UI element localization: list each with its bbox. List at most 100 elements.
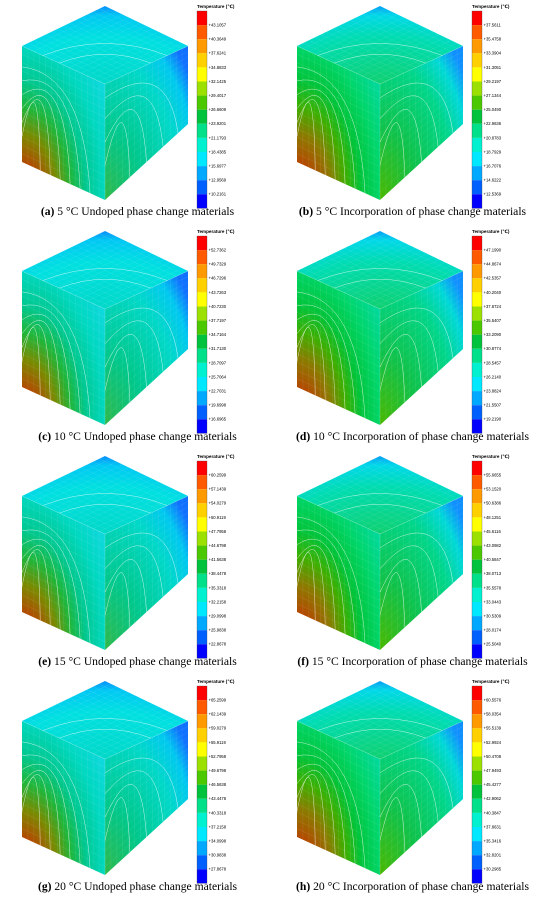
legend-tick: +50.4708 [484,754,502,759]
legend-band [472,137,482,152]
panel-caption: (b) 5 °C Incorporation of phase change m… [275,205,550,223]
legend-band [472,798,482,813]
legend-band [472,391,482,406]
legend-band [472,180,482,195]
legend-tick-labels: +60.2599 +57.1439 +54.0279 +50.9119 +47.7958… [209,473,227,647]
legend-tick: +37.5611 [484,23,502,28]
caption-letter: (a) [40,205,55,218]
cube-right-face [105,721,188,875]
temperature-cube [296,231,464,425]
contour-lines [296,43,454,194]
legend-tick: +26.2140 [484,374,502,379]
contour-lines [296,718,454,869]
cube-edges [21,45,189,200]
legend-band [197,152,207,167]
legend-color-bands [196,235,208,434]
temperature-cube [21,231,189,425]
legend-band [472,770,482,785]
caption-letter-value: f [301,655,306,668]
caption-letter: (b) [298,205,314,218]
legend-band [472,545,482,560]
legend-tick: +47.7958 [209,529,227,534]
legend-band [472,109,482,124]
legend-tick: +46.7296 [209,276,227,281]
legend-tick: +25.5040 [484,642,502,647]
cube-contour-plot: Temperature (℃) +37.5611 +35.4758 +33.3904… [296,4,510,209]
caption-letter: (e) [38,655,52,668]
legend-band [197,461,207,476]
legend-tick: +60.2599 [209,473,227,478]
legend-tick: +35.5407 [484,318,502,323]
panel-caption: (f) 15 °C Incorporation of phase change … [275,655,550,673]
caption-letter-value: g [41,880,48,893]
color-legend: Temperature (℃) +37.5611 +35.4758 +33.3904… [471,4,510,209]
legend-title: Temperature (℃) [197,679,235,684]
caption-letter-value: e [42,655,48,668]
mesh-grid [296,8,464,198]
legend-tick: +35.5578 [484,585,502,590]
legend-tick-labels: +52.7362 +49.7329 +46.7296 +43.7263 +40.7230… [209,248,227,422]
legend-band [197,602,207,617]
legend-title: Temperature (℃) [197,454,235,459]
legend-tick: +40.2040 [484,290,502,295]
legend-band [472,616,482,631]
caption-text: 5 °C Incorporation of phase change mater… [313,205,527,218]
legend-band [197,503,207,518]
cube-left-face [22,46,105,200]
legend-tick: +49.6798 [209,768,227,773]
cube-left-face [297,496,380,650]
legend-tick: +49.7329 [209,262,227,267]
legend-tick: +21.5507 [484,403,502,408]
caption-letter: (d) [296,430,311,443]
legend-tick: +42.5357 [484,276,502,281]
legend-band [472,278,482,293]
temperature-cube [21,6,189,200]
legend-tick: +37.6241 [209,51,227,56]
legend-band [197,827,207,842]
legend-tick: +43.0982 [484,543,502,548]
legend-tick: +25.0490 [484,107,502,112]
contour-lines [21,493,179,644]
legend-tick: +53.1520 [484,487,502,492]
legend-tick: +33.0443 [484,599,502,604]
legend-band [197,531,207,546]
legend-tick: +16.7076 [484,164,502,169]
legend-band [197,53,207,68]
legend-color-bands [471,685,483,884]
legend-band [472,334,482,349]
temperature-cube [21,681,189,875]
cube-top-face [297,231,463,309]
legend-band [197,264,207,279]
legend-band [472,784,482,799]
legend-tick-labels: +47.1990 +44.8674 +42.5357 +40.2040 +37.8724… [484,248,502,422]
temperature-cube [296,456,464,650]
cube-right-face [380,271,463,425]
legend-band [197,320,207,335]
legend-tick: +48.1251 [484,515,502,520]
legend-band [472,714,482,729]
cube-edges [296,495,464,650]
cube-edges [21,270,189,425]
legend-color-bands [471,10,483,209]
legend-tick: +40.3649 [209,37,227,42]
figure-panel-f: Temperature (℃) +55.6655 +53.1520 +50.6386… [275,450,550,675]
legend-band [472,292,482,307]
cube-top-face [22,6,188,84]
caption-letter: (h) [296,880,311,893]
legend-tick: +50.9119 [209,515,227,520]
legend-band [197,95,207,110]
legend-band [472,489,482,504]
legend-tick: +28.0174 [484,628,502,633]
legend-band [197,630,207,645]
legend-tick: +45.4277 [484,782,502,787]
legend-tick: +22.7031 [209,389,227,394]
cube-edges [296,45,464,200]
legend-tick: +12.5369 [484,192,502,197]
cube-left-face [297,721,380,875]
legend-tick: +28.7097 [209,360,227,365]
legend-band [472,559,482,574]
legend-tick: +34.0998 [209,839,227,844]
legend-band [472,475,482,490]
cube-contour-plot: Temperature (℃) +43.1057 +40.3649 +37.6241… [21,4,235,209]
color-legend: Temperature (℃) +60.2599 +57.1439 +54.0279… [196,454,235,659]
